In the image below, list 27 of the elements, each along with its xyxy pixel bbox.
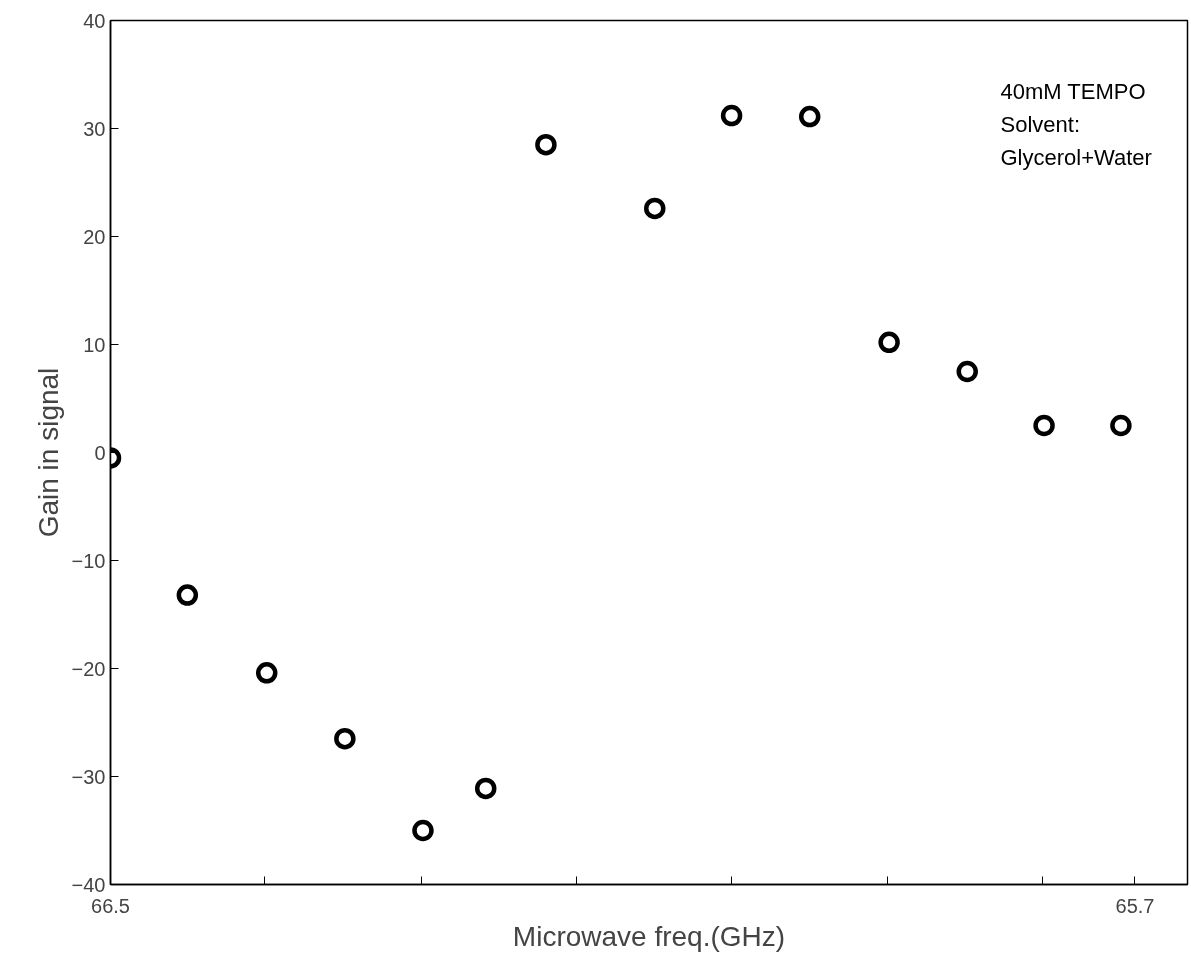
y-tick-label: 20 — [83, 225, 106, 248]
y-axis-title: Gain in signal — [32, 367, 64, 538]
y-tick-label: −30 — [71, 765, 106, 788]
point — [1110, 414, 1132, 437]
point — [412, 819, 434, 842]
annotation: 40mM TEMPO Solvent: Glycerol+Water — [1000, 78, 1152, 170]
y-tick-label: 10 — [83, 333, 106, 356]
x-tick-label: 66.5 — [91, 894, 130, 917]
point — [474, 777, 497, 800]
point — [1033, 414, 1055, 437]
point — [798, 105, 821, 128]
y-tick-label: −20 — [71, 657, 106, 680]
point — [255, 662, 278, 684]
y-tick-label: −10 — [71, 549, 106, 572]
y-tick-label: 40 — [83, 9, 106, 32]
point — [956, 360, 978, 383]
x-tick-label: 65.7 — [1115, 894, 1155, 917]
y-tick-label: −40 — [71, 873, 106, 896]
y-tick-label: 30 — [83, 117, 106, 140]
x-axis-title: Microwave freq.(GHz) — [512, 920, 786, 952]
point — [644, 197, 666, 220]
point — [176, 584, 199, 606]
y-tick-label: 0 — [94, 441, 106, 464]
point — [535, 133, 557, 156]
point — [334, 727, 356, 750]
point — [720, 104, 743, 127]
point — [878, 331, 900, 354]
